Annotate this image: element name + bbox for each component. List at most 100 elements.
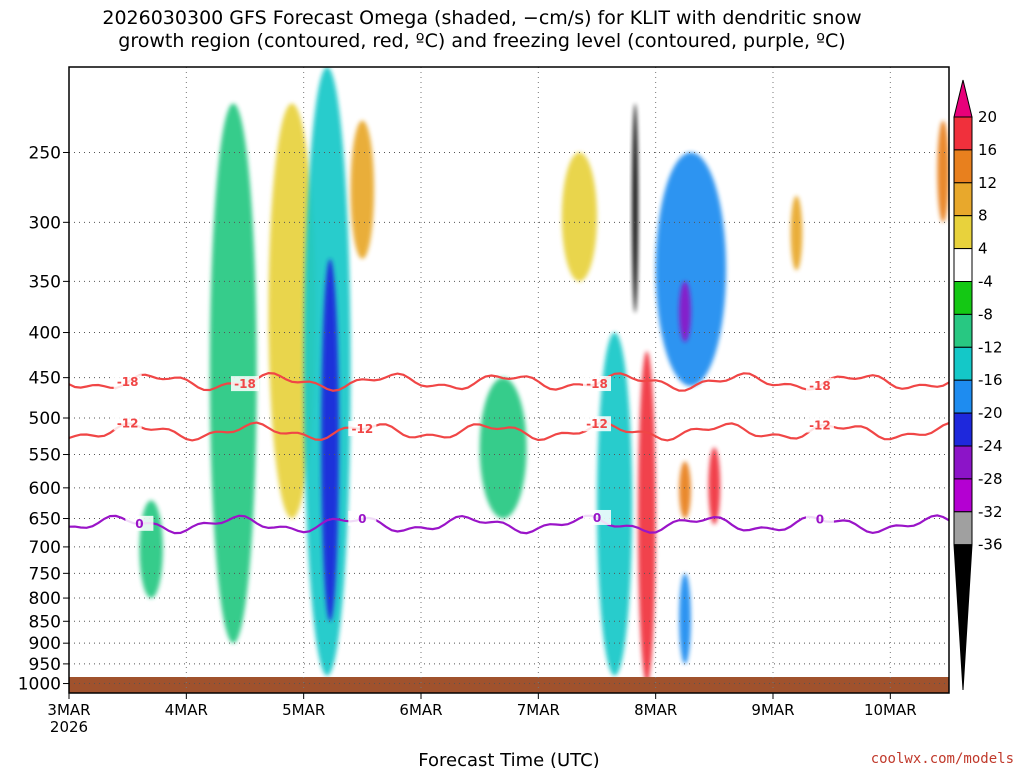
y-tick-label-1000: 1000 (18, 675, 61, 695)
contours: -18 -18 -18 -18 -12 -12 -12 -12 0 0 0 0 (69, 371, 949, 535)
y-tick-label-900: 900 (29, 634, 61, 654)
x-tick-label-4MAR: 4MAR (165, 701, 208, 719)
colorbar-box-6 (953, 313, 973, 348)
contour-label-bg--18-0 (113, 374, 142, 390)
colorbar-box-2 (953, 182, 973, 217)
y-tick-label-300: 300 (29, 213, 61, 233)
omega-cell-18 (790, 195, 803, 271)
y-axis: 2503003504004505005506006507007508008509… (18, 143, 69, 695)
omega-cell-7 (479, 377, 527, 519)
x-tick-sublabel-3MAR: 2026 (50, 718, 88, 736)
contour-label-0-1: 0 (358, 512, 366, 526)
contour-label--18-2: -18 (586, 377, 608, 391)
colorbar-box-4 (953, 248, 973, 283)
y-tick-label-600: 600 (29, 479, 61, 499)
contour-label-bg--12-2 (583, 416, 611, 432)
x-tick-label-6MAR: 6MAR (399, 701, 442, 719)
contour-label-bg-0-2 (583, 509, 611, 525)
y-tick-label-650: 650 (29, 510, 61, 530)
colorbar-label--12: -12 (978, 338, 1003, 356)
contour-label--18-0: -18 (117, 375, 139, 389)
contour-label-bg--12-3 (805, 417, 834, 433)
colorbar-label--24: -24 (978, 437, 1003, 455)
chart-title-line-1: 2026030300 GFS Forecast Omega (shaded, −… (102, 7, 861, 29)
contour-label--12-3: -12 (809, 419, 831, 433)
colorbar-label--32: -32 (978, 503, 1003, 521)
x-tick-label-9MAR: 9MAR (751, 701, 794, 719)
x-tick-label-5MAR: 5MAR (282, 701, 325, 719)
colorbar-label-16: 16 (978, 141, 997, 159)
colorbar-label-20: 20 (978, 108, 997, 126)
y-tick-label-400: 400 (29, 324, 61, 344)
colorbar-box-7 (953, 346, 973, 381)
omega-cell-5 (321, 258, 339, 622)
contour-label-0-2: 0 (593, 511, 601, 525)
y-tick-label-550: 550 (29, 446, 61, 466)
ground-band (69, 677, 949, 693)
contour-label-0-0: 0 (135, 517, 143, 531)
colorbar-box-1 (953, 149, 973, 184)
x-axis-label: Forecast Time (UTC) (418, 750, 599, 768)
contour-label-bg-0-1 (348, 510, 377, 526)
y-tick-label-500: 500 (29, 409, 61, 429)
omega-cell-8 (561, 152, 598, 282)
colorbar-label--4: -4 (978, 273, 993, 291)
y-tick-label-700: 700 (29, 538, 61, 558)
omega-cell-19 (937, 120, 949, 223)
omega-cell-10 (632, 103, 639, 313)
omega-cell-17 (761, 103, 809, 419)
x-tick-label-3MAR: 3MAR (47, 701, 90, 719)
colorbar-label--8: -8 (978, 305, 993, 323)
colorbar: 20 16 12 8 4 -4 -8 -12 -16 -20 -24 -28 -32 -36 (953, 79, 1003, 691)
x-tick-label-8MAR: 8MAR (634, 701, 677, 719)
contour-label-0-3: 0 (816, 513, 824, 527)
plot-area: -18 -18 -18 -18 -12 -12 -12 -12 0 0 0 0 (69, 67, 949, 693)
y-tick-label-350: 350 (29, 272, 61, 292)
contour-label--12-2: -12 (586, 417, 608, 431)
x-tick-label-10MAR: 10MAR (864, 701, 917, 719)
contour-label--18-1: -18 (234, 377, 256, 391)
colorbar-arrow-top (953, 79, 973, 118)
y-tick-label-250: 250 (29, 143, 61, 163)
colorbar-label-4: 4 (978, 240, 988, 258)
contour-label-bg--12-1 (348, 421, 377, 437)
colorbar-arrow-bottom (953, 544, 973, 691)
omega-cell-14 (679, 461, 691, 519)
colorbar-label--16: -16 (978, 371, 1003, 389)
omega-cell-2 (209, 103, 257, 644)
credit-text: coolwx.com/models (871, 751, 1014, 767)
contour-label-bg-0-0 (125, 515, 154, 531)
contour-label-bg-0-3 (805, 511, 834, 527)
colorbar-label-8: 8 (978, 207, 988, 225)
colorbar-label--28: -28 (978, 470, 1003, 488)
plot-frame (68, 66, 950, 694)
omega-cell-16 (679, 573, 691, 664)
colorbar-box-5 (953, 281, 973, 315)
omega-cell-1 (139, 500, 163, 599)
colorbar-label--20: -20 (978, 404, 1003, 422)
omega-cell-11 (638, 351, 656, 684)
x-tick-label-7MAR: 7MAR (517, 701, 560, 719)
gridlines (69, 67, 949, 693)
contour-label-bg--12-0 (113, 415, 142, 431)
contour-label--18-3: -18 (809, 379, 831, 393)
colorbar-box-3 (953, 215, 973, 250)
colorbar-box-10 (953, 445, 973, 480)
contour-label-bg--18-3 (805, 377, 834, 393)
colorbar-label--36: -36 (978, 536, 1003, 554)
y-tick-label-800: 800 (29, 589, 61, 609)
chart-title-line-2: growth region (contoured, red, ºC) and f… (118, 30, 845, 52)
contour-line--18 (69, 371, 949, 392)
colorbar-box-0 (953, 116, 973, 151)
omega-cell-15 (708, 447, 721, 525)
colorbar-box-9 (953, 412, 973, 447)
y-tick-label-450: 450 (29, 369, 61, 389)
colorbar-box-11 (953, 478, 973, 513)
y-tick-label-950: 950 (29, 655, 61, 675)
contour-label--12-0: -12 (117, 416, 139, 430)
colorbar-label-12: 12 (978, 174, 997, 192)
omega-cell-6 (350, 120, 375, 259)
colorbar-box-12 (953, 511, 973, 546)
